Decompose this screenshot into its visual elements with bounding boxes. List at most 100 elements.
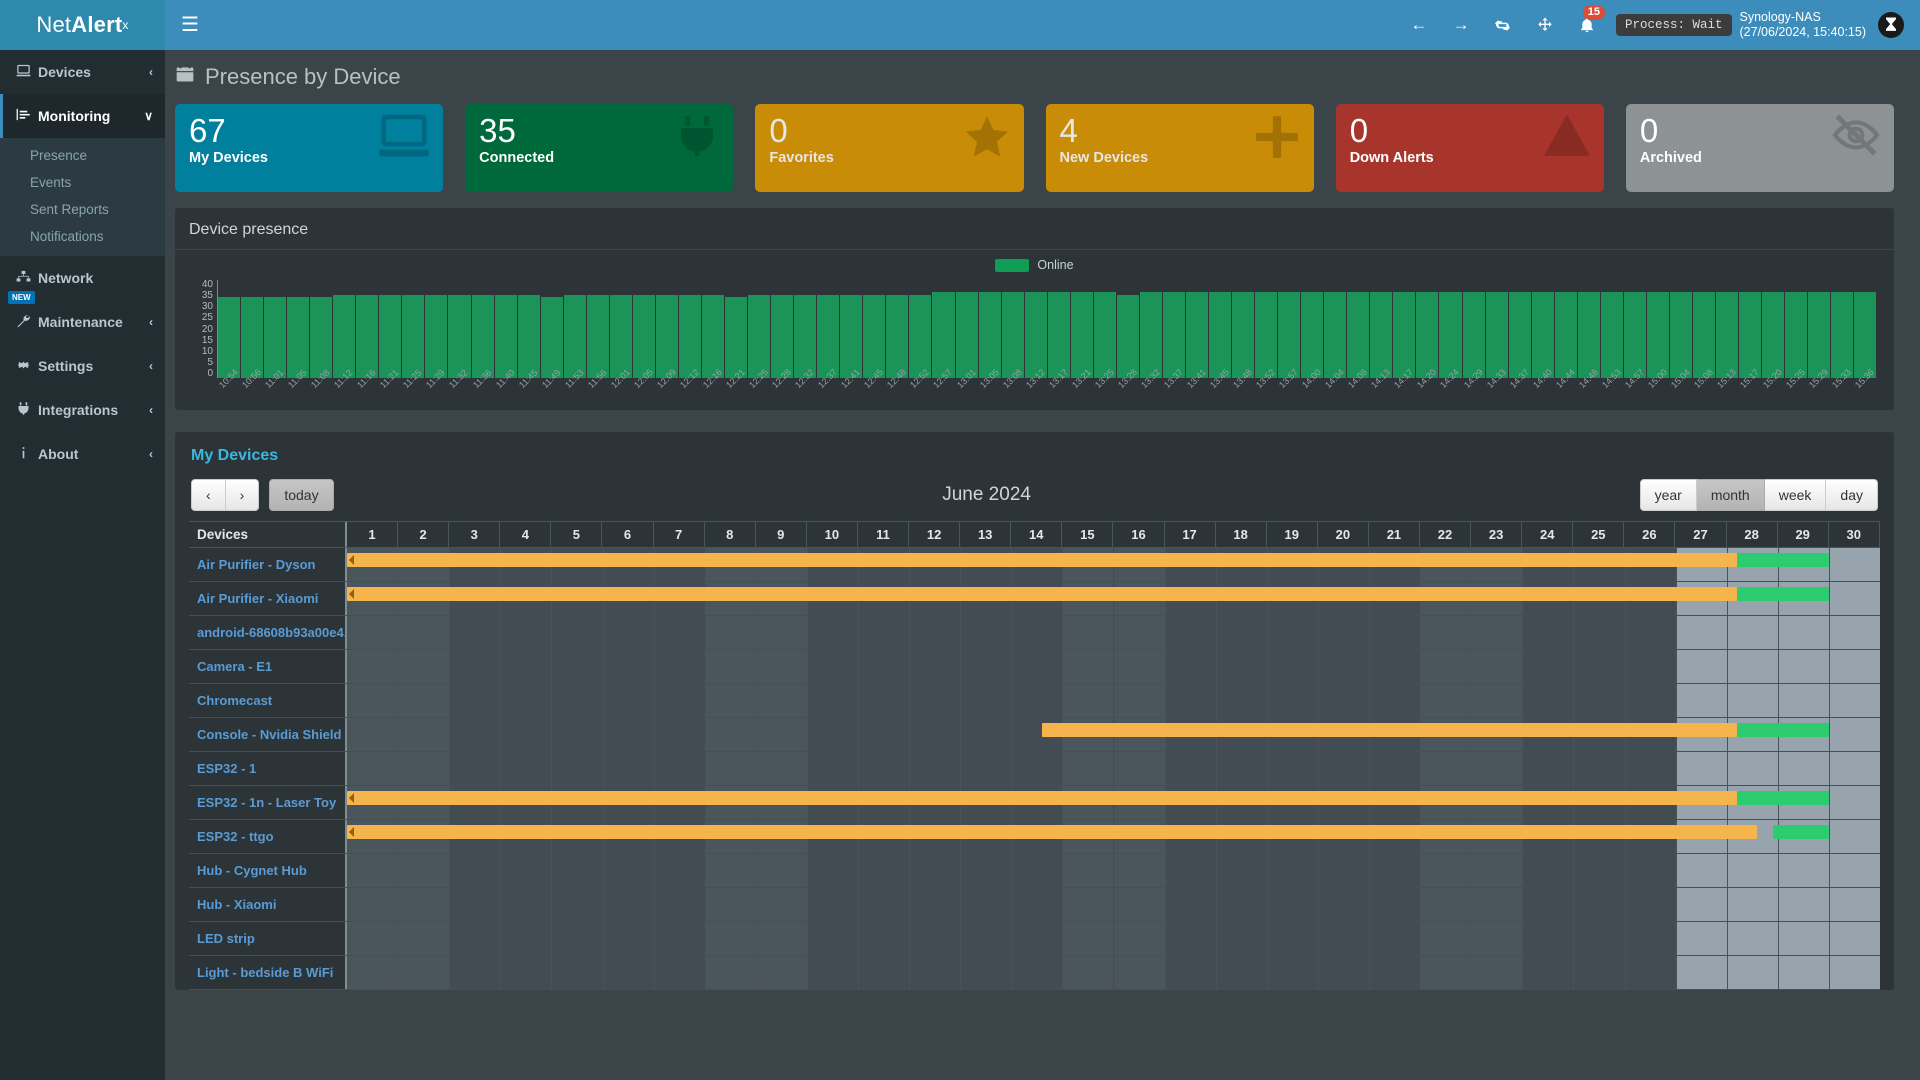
- sidebar-item-monitoring[interactable]: Monitoring ∨: [0, 94, 165, 138]
- chart-bar[interactable]: [287, 297, 310, 378]
- sidebar-subitem-events[interactable]: Events: [30, 175, 72, 190]
- chart-bar[interactable]: [1808, 292, 1831, 378]
- chart-bar[interactable]: [540, 297, 563, 378]
- chart-bar[interactable]: [1577, 292, 1600, 378]
- timeline-device-name[interactable]: android-68608b93a00e4...: [189, 616, 347, 649]
- chart-bar[interactable]: [1393, 292, 1416, 378]
- chart-bar[interactable]: [1232, 292, 1255, 378]
- timeline-lane[interactable]: [347, 718, 1880, 751]
- sidebar-subitem-notifications[interactable]: Notifications: [30, 229, 104, 244]
- chart-bar[interactable]: [1162, 292, 1185, 378]
- timeline-device-name[interactable]: ESP32 - 1n - Laser Toy: [189, 786, 347, 819]
- chart-bar[interactable]: [1669, 292, 1692, 378]
- timeline-device-name[interactable]: ESP32 - 1: [189, 752, 347, 785]
- chart-bar[interactable]: [748, 294, 771, 378]
- chart-bar[interactable]: [241, 297, 264, 378]
- presence-segment[interactable]: [1736, 553, 1829, 567]
- stat-card-new-devices[interactable]: 4 New Devices: [1045, 104, 1314, 192]
- presence-segment[interactable]: [347, 553, 1737, 567]
- stat-card-favorites[interactable]: 0 Favorites: [755, 104, 1024, 192]
- chart-bar[interactable]: [517, 294, 540, 378]
- chart-bar[interactable]: [1693, 292, 1716, 378]
- timeline-device-name[interactable]: Air Purifier - Xiaomi: [189, 582, 347, 615]
- timeline-lane[interactable]: [347, 650, 1880, 683]
- chart-bar[interactable]: [1001, 292, 1024, 378]
- timeline-device-name[interactable]: ESP32 - ttgo: [189, 820, 347, 853]
- chart-bar[interactable]: [655, 294, 678, 378]
- arrows-move-icon[interactable]: [1524, 0, 1566, 50]
- calendar-next-button[interactable]: ›: [225, 479, 260, 511]
- chart-bar[interactable]: [771, 294, 794, 378]
- chart-bar[interactable]: [1854, 292, 1877, 378]
- sidebar-item-settings[interactable]: Settings ‹: [0, 344, 165, 388]
- stat-card-down-alerts[interactable]: 0 Down Alerts: [1335, 104, 1604, 192]
- chart-bar[interactable]: [264, 297, 287, 378]
- timeline-device-name[interactable]: Hub - Xiaomi: [189, 888, 347, 921]
- chart-bar[interactable]: [1116, 294, 1139, 378]
- chart-bar[interactable]: [402, 294, 425, 378]
- timeline-device-name[interactable]: LED strip: [189, 922, 347, 955]
- presence-segment[interactable]: [1736, 791, 1829, 805]
- chart-bar[interactable]: [955, 292, 978, 378]
- presence-segment[interactable]: [1736, 587, 1829, 601]
- chart-bar[interactable]: [448, 294, 471, 378]
- chart-bar[interactable]: [1139, 292, 1162, 378]
- chart-bar[interactable]: [356, 294, 379, 378]
- timeline-device-name[interactable]: Chromecast: [189, 684, 347, 717]
- sidebar-subitem-sent-reports[interactable]: Sent Reports: [30, 202, 109, 217]
- chart-bar[interactable]: [632, 294, 655, 378]
- sidebar-subitem-presence[interactable]: Presence: [30, 148, 88, 163]
- timeline-lane[interactable]: [347, 684, 1880, 717]
- chart-bar[interactable]: [1600, 292, 1623, 378]
- avatar[interactable]: [1878, 12, 1904, 38]
- chart-bar[interactable]: [1324, 292, 1347, 378]
- calendar-view-year[interactable]: year: [1639, 479, 1697, 511]
- sidebar-item-integrations[interactable]: Integrations ‹: [0, 388, 165, 432]
- arrow-right-icon[interactable]: →: [1452, 15, 1470, 34]
- chart-bar[interactable]: [1255, 292, 1278, 378]
- chart-bar[interactable]: [563, 294, 586, 378]
- chart-bar[interactable]: [1093, 292, 1116, 378]
- stat-card-connected[interactable]: 35 Connected: [465, 104, 734, 192]
- presence-segment[interactable]: [1041, 723, 1737, 737]
- chart-bar[interactable]: [1185, 292, 1209, 378]
- app-logo[interactable]: Net Alert x: [0, 0, 165, 50]
- timeline-device-name[interactable]: Console - Nvidia Shield T...: [189, 718, 347, 751]
- chart-bar[interactable]: [1554, 292, 1577, 378]
- chart-bar[interactable]: [1462, 292, 1485, 378]
- timeline-lane[interactable]: [347, 582, 1880, 615]
- timeline-lane[interactable]: [347, 786, 1880, 819]
- sync-icon[interactable]: [1482, 0, 1524, 50]
- chart-bar[interactable]: [794, 294, 817, 378]
- timeline-lane[interactable]: [347, 956, 1880, 989]
- chart-bar[interactable]: [817, 294, 840, 378]
- chart-bar[interactable]: [678, 294, 701, 378]
- chart-bar[interactable]: [1347, 292, 1370, 378]
- timeline-lane[interactable]: [347, 548, 1880, 581]
- chart-bar[interactable]: [1716, 292, 1739, 378]
- hamburger-icon[interactable]: ☰: [181, 14, 199, 36]
- chart-bar[interactable]: [1416, 292, 1439, 378]
- chart-bar[interactable]: [1047, 292, 1070, 378]
- calendar-today-button[interactable]: today: [269, 479, 334, 511]
- chart-bar[interactable]: [1831, 292, 1854, 378]
- bell-icon[interactable]: 15: [1566, 0, 1608, 50]
- chart-bar[interactable]: [701, 294, 725, 378]
- chart-bar[interactable]: [1762, 292, 1785, 378]
- chart-bar[interactable]: [863, 294, 886, 378]
- chart-bar[interactable]: [310, 297, 333, 378]
- timeline-device-name[interactable]: Camera - E1: [189, 650, 347, 683]
- chart-bar[interactable]: [586, 294, 609, 378]
- chart-bar[interactable]: [909, 294, 932, 378]
- stat-card-archived[interactable]: 0 Archived: [1625, 104, 1895, 192]
- chart-bar[interactable]: [1485, 292, 1508, 378]
- timeline-device-name[interactable]: Light - bedside B WiFi: [189, 956, 347, 989]
- chart-bar[interactable]: [1070, 292, 1093, 378]
- timeline-lane[interactable]: [347, 888, 1880, 921]
- chart-bar[interactable]: [886, 294, 909, 378]
- chart-bar[interactable]: [1301, 292, 1324, 378]
- chart-bar[interactable]: [1785, 292, 1808, 378]
- presence-segment[interactable]: [347, 791, 1737, 805]
- chart-bar[interactable]: [1646, 292, 1669, 378]
- calendar-view-week[interactable]: week: [1764, 479, 1827, 511]
